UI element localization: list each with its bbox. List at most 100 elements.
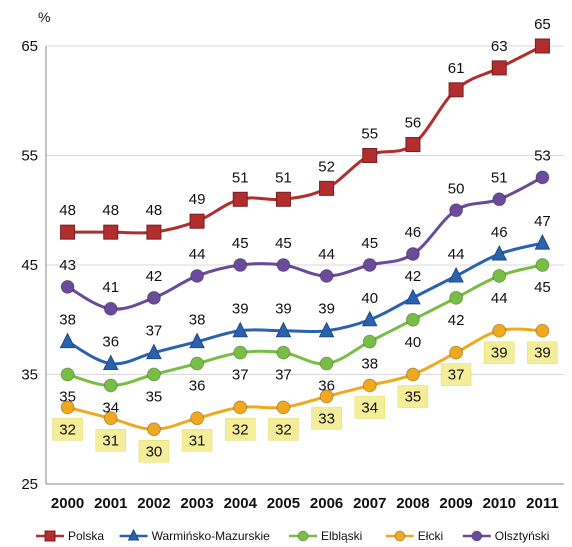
data-label: 44	[318, 246, 335, 263]
data-point	[190, 268, 205, 283]
data-point	[60, 367, 75, 382]
data-point	[233, 400, 248, 415]
x-tick-label: 2004	[224, 495, 258, 512]
data-point	[190, 356, 205, 371]
data-label: 38	[59, 312, 76, 329]
data-label: 40	[361, 290, 378, 307]
data-point	[535, 258, 550, 272]
data-point	[103, 301, 118, 316]
data-label: 35	[405, 389, 422, 406]
legend-label: Ełcki	[418, 529, 443, 543]
data-label: 36	[102, 334, 119, 351]
data-label-box	[354, 396, 385, 419]
data-point	[448, 82, 464, 98]
data-label: 53	[534, 147, 551, 164]
legend-label: Warmińsko-Mazurskie	[152, 529, 271, 543]
legend-label: Olsztyński	[495, 529, 550, 543]
data-label-box	[397, 385, 429, 408]
data-label: 61	[448, 60, 465, 77]
data-point	[146, 224, 162, 240]
data-label: 35	[59, 389, 76, 406]
data-label-box	[52, 418, 83, 441]
data-label: 34	[361, 399, 378, 416]
data-point	[189, 332, 205, 349]
axes	[45, 46, 564, 485]
series-warmi-sko-mazurskie	[59, 233, 551, 371]
data-point	[103, 224, 119, 240]
data-point	[319, 389, 334, 404]
data-label: 36	[189, 378, 206, 395]
x-tick-label: 2000	[51, 495, 84, 512]
data-point	[319, 180, 335, 196]
legend-item: Elbląski	[289, 529, 362, 543]
data-point	[362, 334, 377, 349]
data-label-box	[225, 418, 256, 441]
data-label-box	[440, 363, 472, 386]
data-label: 39	[534, 345, 551, 362]
data-point	[535, 323, 550, 338]
data-point	[232, 191, 248, 207]
data-label: 39	[318, 301, 335, 318]
data-label: 44	[448, 246, 465, 263]
data-labels: 48 48 48 49 51 51 52 55 56 61 63 65 38 36 37 38 39 39 39 40…	[52, 16, 558, 463]
data-label: 39	[232, 301, 249, 318]
data-point	[276, 345, 291, 360]
data-label: 39	[491, 345, 508, 362]
legend-item: Polska	[36, 529, 104, 543]
data-point	[405, 367, 420, 382]
y-axis-ticks: 25 35 45 55 65	[21, 38, 38, 493]
data-label: 65	[534, 16, 551, 33]
legend-marker	[394, 530, 406, 542]
data-label: 44	[189, 246, 206, 263]
data-label: 38	[189, 312, 206, 329]
data-label: 45	[534, 279, 551, 296]
data-point	[146, 422, 161, 437]
y-tick-label: 65	[21, 38, 38, 55]
x-tick-label: 2005	[267, 495, 300, 512]
series-polska	[60, 38, 550, 240]
data-point	[146, 290, 161, 305]
data-label: 63	[491, 38, 508, 55]
data-point	[491, 244, 508, 261]
data-label-box	[181, 429, 213, 452]
y-axis-unit: %	[38, 9, 50, 25]
data-point	[449, 345, 464, 360]
data-label: 49	[189, 191, 206, 208]
data-label: 47	[534, 213, 551, 230]
data-label: 42	[448, 312, 465, 329]
data-point	[319, 268, 334, 283]
data-point	[146, 367, 161, 382]
data-label-box	[95, 429, 126, 452]
data-point	[491, 60, 507, 76]
data-point	[449, 203, 464, 218]
data-label: 43	[59, 257, 76, 274]
data-label: 51	[232, 169, 249, 186]
data-point	[318, 321, 335, 338]
data-label: 55	[361, 126, 378, 143]
data-point	[405, 312, 420, 327]
data-label: 51	[275, 169, 292, 186]
data-point	[449, 290, 464, 305]
data-point	[319, 356, 334, 371]
x-tick-label: 2009	[439, 495, 472, 512]
data-point	[233, 258, 248, 272]
data-label: 56	[405, 115, 422, 132]
data-label: 32	[59, 421, 76, 438]
data-point	[146, 343, 162, 360]
legend-item: Olsztyński	[462, 529, 550, 543]
data-point	[276, 400, 291, 415]
legend-label: Elbląski	[321, 529, 362, 543]
data-label: 32	[232, 421, 249, 438]
data-point	[492, 268, 507, 283]
data-label: 45	[275, 235, 292, 252]
data-label: 41	[102, 279, 119, 296]
legend-marker	[127, 528, 140, 541]
data-point	[59, 332, 76, 349]
y-tick-label: 35	[21, 367, 38, 384]
grid-lines	[46, 45, 564, 485]
data-label: 45	[232, 235, 249, 252]
data-label: 32	[275, 421, 292, 438]
data-label: 33	[318, 410, 335, 427]
data-point	[189, 213, 205, 229]
legend-label: Polska	[68, 529, 104, 543]
